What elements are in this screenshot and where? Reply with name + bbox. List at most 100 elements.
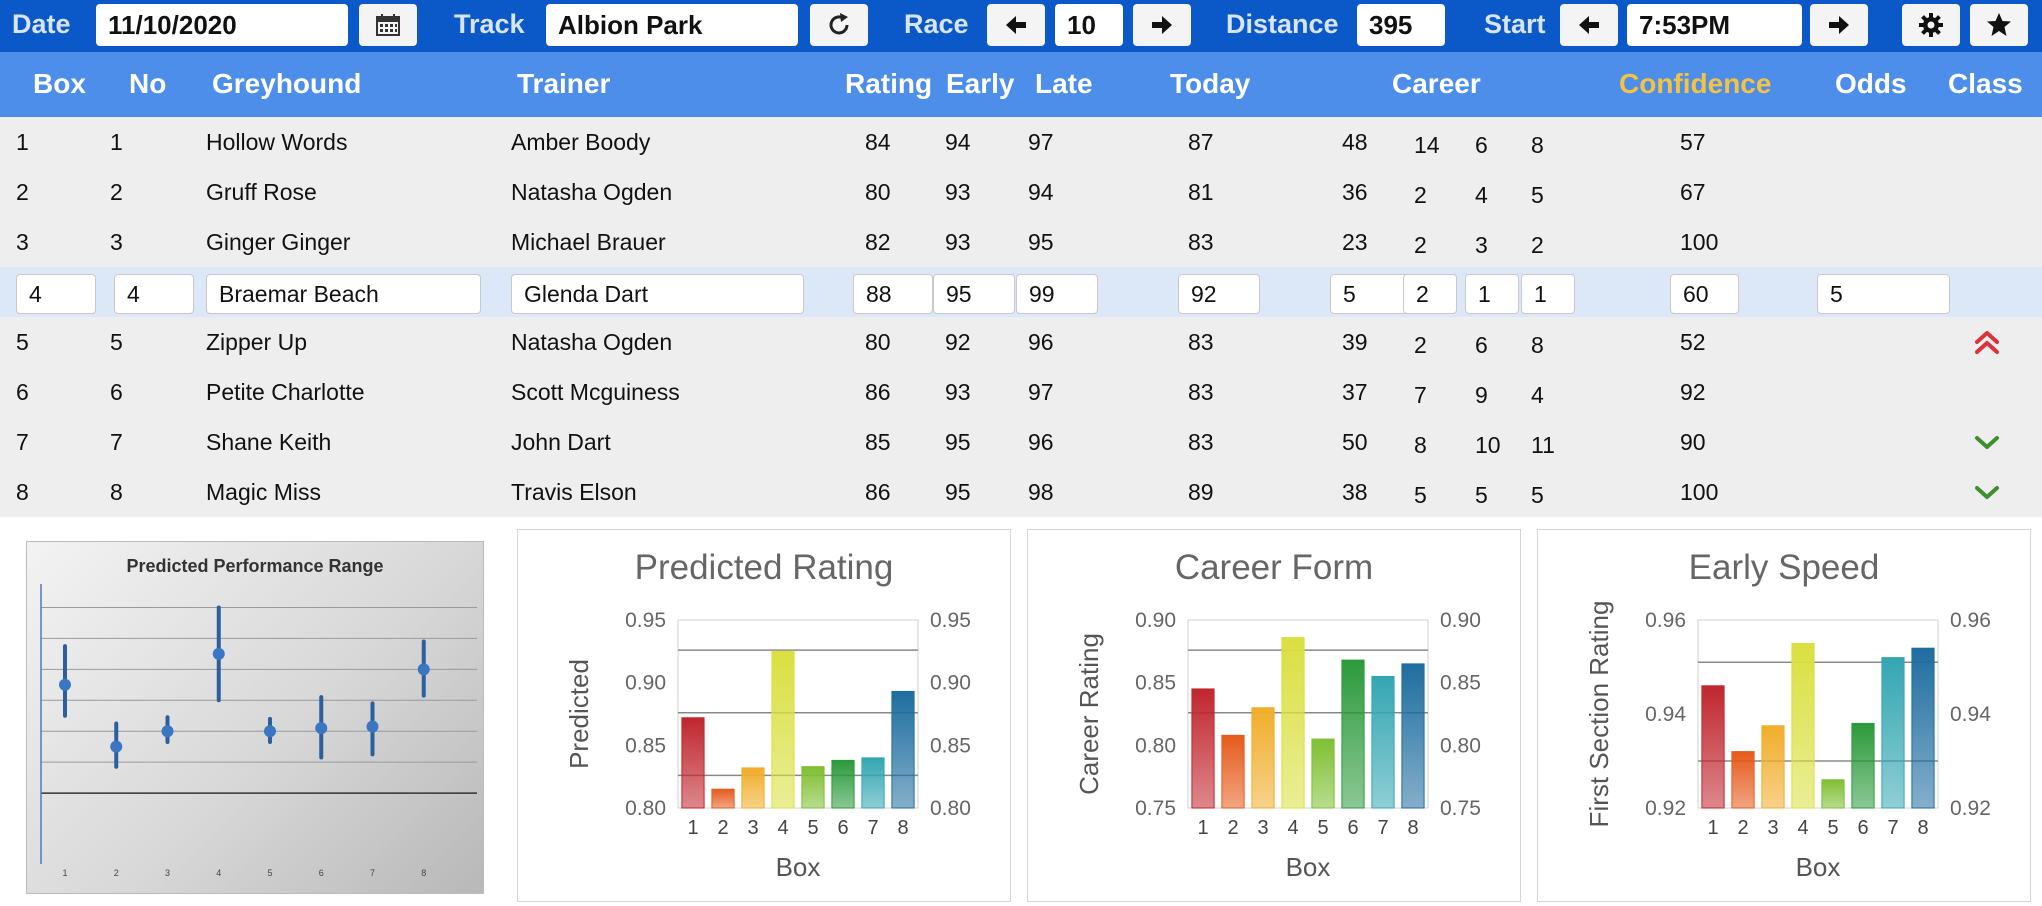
table-row[interactable]: 2 2 Gruff Rose Natasha Ogden 80 93 94 81 36 2 4 5 67 [0,167,2042,217]
performance-range-title: Predicted Performance Range [126,556,384,576]
bar [1341,659,1365,809]
bar [711,788,735,809]
x-tick-label: 4 [216,868,221,878]
bar [801,766,825,809]
number-cell[interactable]: 4 [114,274,194,314]
career-seconds-cell: 3 [1475,232,1488,258]
today-cell[interactable]: 92 [1178,274,1260,314]
late-cell[interactable]: 99 [1016,274,1098,314]
box-cell: 1 [16,129,29,155]
trainer-cell[interactable]: Glenda Dart [511,274,804,314]
y-axis-label: First Section Rating [1584,601,1614,828]
col-trainer[interactable]: Trainer [517,68,611,99]
x-tick-label: 5 [807,817,818,839]
race-field[interactable]: 10 [1055,4,1123,46]
greyhound-cell: Ginger Ginger [206,229,351,255]
y2-tick-label: 0.85 [930,734,971,757]
career-starts-cell: 38 [1342,479,1368,505]
trainer-cell: Amber Boody [511,129,651,155]
greyhound-cell[interactable]: Braemar Beach [206,274,481,314]
table-row[interactable]: 1 1 Hollow Words Amber Boody 84 94 97 87 48 14 6 8 5… [0,117,2042,167]
table-row[interactable]: 3 3 Ginger Ginger Michael Brauer 82 93 95 83 23 2… [0,217,2042,267]
career-thirds-cell: 5 [1531,482,1544,508]
col-box[interactable]: Box [33,68,86,99]
y-tick-label: 0.75 [1135,797,1176,820]
col-confidence[interactable]: Confidence [1619,68,1772,99]
late-cell: 96 [1028,329,1054,355]
y-tick-label: 0.94 [1645,703,1686,726]
table-row[interactable]: 7 7 Shane Keith John Dart 85 95 96 83 50 8 10 11 90 [0,417,2042,467]
table-row[interactable]: 6 6 Petite Charlotte Scott Mcguiness 86 93 97 8… [0,367,2042,417]
y-tick-label: 0.92 [1645,797,1686,820]
rating-cell: 80 [865,179,891,205]
x-tick-label: 7 [370,868,375,878]
col-today[interactable]: Today [1170,68,1251,99]
y2-tick-label: 0.80 [1440,734,1481,757]
col-no[interactable]: No [129,68,167,99]
track-field[interactable]: Albion Park [546,4,798,46]
col-odds[interactable]: Odds [1835,68,1907,99]
odds-cell[interactable]: 5 [1817,274,1950,314]
early-cell: 93 [945,229,971,255]
table-row[interactable]: 8 8 Magic Miss Travis Elson 86 95 98 89 38 5 5 5 100 [0,467,2042,517]
track-label: Track [454,9,525,39]
date-field[interactable]: 11/10/2020 [96,4,348,46]
settings-button[interactable] [1902,4,1960,46]
y-tick-label: 0.80 [625,797,666,820]
top-toolbar: Date 11/10/2020 Track Albion Park Race 1… [0,0,2042,52]
bar [1731,751,1755,809]
col-class[interactable]: Class [1948,68,2023,99]
career-wins-cell: 7 [1414,382,1427,408]
late-cell: 98 [1028,479,1054,505]
start-time-field[interactable]: 7:53PM [1627,4,1802,46]
start-next-button[interactable] [1810,4,1868,46]
calendar-button[interactable] [359,4,417,46]
favorite-button[interactable] [1970,4,2028,46]
race-next-button[interactable] [1133,4,1191,46]
rating-cell[interactable]: 88 [853,274,933,314]
x-tick-label: 6 [837,817,848,839]
rating-cell: 82 [865,229,891,255]
refresh-button[interactable] [810,4,868,46]
greyhound-cell: Magic Miss [206,479,322,505]
col-early[interactable]: Early [946,68,1015,99]
career-wins-cell: 8 [1414,432,1427,458]
career-thirds-cell: 8 [1531,132,1544,158]
table-row[interactable]: 5 5 Zipper Up Natasha Ogden 80 92 96 83 39 2 6 8 52 [0,317,2042,367]
x-tick-label: 7 [1377,817,1388,839]
bar [891,690,915,809]
rating-cell: 86 [865,379,891,405]
y-tick-label: 0.85 [625,734,666,757]
x-tick-label: 1 [1707,817,1718,839]
confidence-cell[interactable]: 60 [1670,274,1739,314]
career-thirds-cell[interactable]: 1 [1521,274,1575,314]
col-rating[interactable]: Rating [845,68,933,99]
career-wins-cell[interactable]: 2 [1403,274,1457,314]
bar [1821,779,1845,809]
late-cell: 96 [1028,429,1054,455]
col-greyhound[interactable]: Greyhound [212,68,362,99]
col-late[interactable]: Late [1035,68,1093,99]
x-tick-label: 8 [897,817,908,839]
date-label: Date [12,9,71,39]
career-seconds-cell[interactable]: 1 [1465,274,1519,314]
box-cell[interactable]: 4 [16,274,96,314]
confidence-cell: 100 [1680,479,1719,505]
bar [1881,657,1905,809]
career-starts-cell[interactable]: 5 [1330,274,1414,314]
late-cell: 94 [1028,179,1054,205]
career-seconds-cell: 6 [1475,132,1488,158]
x-axis-label: Box [1796,852,1841,882]
table-row[interactable]: 4 4 Braemar Beach Glenda Dart 88 95 99 92 5 2 1 1 60… [0,267,2042,317]
confidence-cell: 100 [1680,229,1719,255]
distance-field[interactable]: 395 [1357,4,1445,46]
y2-tick-label: 0.90 [1440,609,1481,632]
star-icon [1987,13,2011,36]
late-cell: 95 [1028,229,1054,255]
career-wins-cell: 14 [1414,132,1440,158]
early-cell[interactable]: 95 [933,274,1015,314]
col-career[interactable]: Career [1392,68,1481,99]
start-prev-button[interactable] [1560,4,1618,46]
box-cell: 6 [16,379,29,405]
race-prev-button[interactable] [987,4,1045,46]
